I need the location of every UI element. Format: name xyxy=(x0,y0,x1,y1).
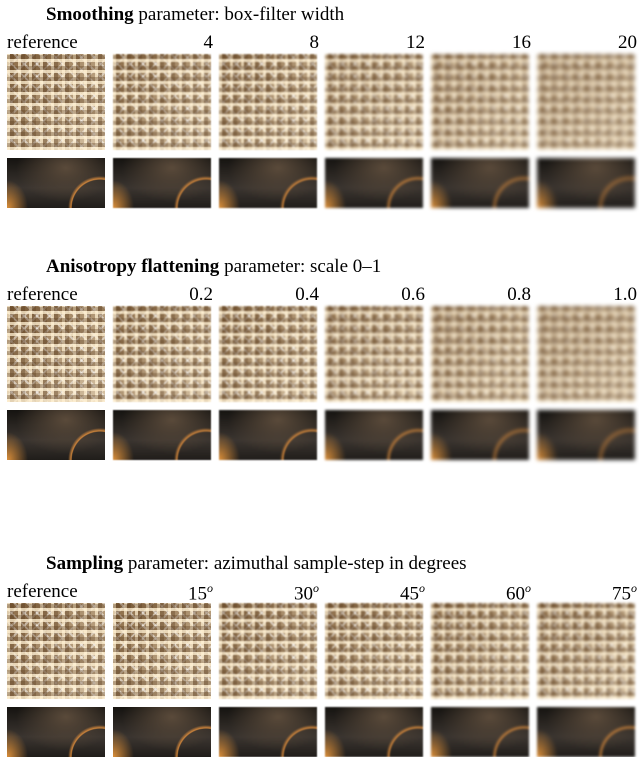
column-label: 1.0 xyxy=(537,284,637,306)
column-label: 60o xyxy=(431,581,531,605)
render-grid-image xyxy=(219,603,317,699)
column-label: reference xyxy=(7,581,107,603)
render-grid-image xyxy=(537,306,635,402)
render-curve-image xyxy=(325,410,423,460)
render-curve-image xyxy=(537,410,635,460)
section-title-bold: Sampling xyxy=(46,553,124,574)
section-title-bold: Anisotropy flattening xyxy=(46,256,220,277)
column-label-superscript: o xyxy=(419,581,425,595)
column-label: 30o xyxy=(219,581,319,605)
column-label-text: reference xyxy=(7,284,78,305)
column-label: 8 xyxy=(219,32,320,54)
section-title: Anisotropy flattening parameter: scale 0… xyxy=(46,256,381,278)
column-label-text: 0.8 xyxy=(507,284,531,305)
render-curve-image xyxy=(431,410,529,460)
column-label-text: 8 xyxy=(309,32,320,53)
render-grid-image xyxy=(7,306,105,402)
column-label: 75o xyxy=(537,581,637,605)
column-label-text: 0.2 xyxy=(189,284,213,305)
column-label-text: 1.0 xyxy=(613,284,637,305)
column-label-text: 0.4 xyxy=(295,284,319,305)
render-curve-image xyxy=(113,410,211,460)
column-label-text: 15 xyxy=(188,583,207,605)
column-label-text: 60 xyxy=(506,583,525,605)
render-grid-image xyxy=(113,603,211,699)
render-grid-image xyxy=(219,306,317,402)
section-title-rest: parameter: azimuthal sample-step in degr… xyxy=(127,553,467,574)
column-label-text: 16 xyxy=(512,32,531,53)
render-curve-image xyxy=(537,707,635,757)
render-curve-image xyxy=(113,158,211,208)
column-label: reference xyxy=(7,284,107,306)
figure: Smoothing parameter: box-filter width ref… xyxy=(7,4,637,757)
render-curve-image xyxy=(431,158,529,208)
column-label-text: reference xyxy=(7,32,78,53)
column-label-text: 20 xyxy=(618,32,637,53)
render-grid-image xyxy=(537,54,635,150)
render-grid-image xyxy=(113,54,211,150)
render-grid-image xyxy=(431,54,529,150)
render-curve-image xyxy=(325,158,423,208)
render-grid-image xyxy=(325,54,423,150)
render-grid-image xyxy=(219,54,317,150)
render-grid-image xyxy=(431,306,529,402)
section-title: Smoothing parameter: box-filter width xyxy=(46,4,344,26)
render-grid-image xyxy=(431,603,529,699)
column-label-superscript: o xyxy=(207,581,213,595)
column-label: 20 xyxy=(537,32,637,54)
column-label: 15o xyxy=(113,581,213,605)
column-label: 0.4 xyxy=(219,284,319,306)
column-label: 0.2 xyxy=(113,284,213,306)
column-label-text: 30 xyxy=(294,583,313,605)
render-curve-image xyxy=(219,410,317,460)
column-label: 16 xyxy=(431,32,531,54)
render-curve-image xyxy=(113,707,211,757)
column-label-text: 4 xyxy=(203,32,214,53)
render-grid-image xyxy=(325,306,423,402)
column-label: 4 xyxy=(113,32,214,54)
column-label-superscript: o xyxy=(525,581,531,595)
column-label: 12 xyxy=(325,32,425,54)
column-label-superscript: o xyxy=(313,581,319,595)
render-curve-image xyxy=(537,158,635,208)
column-label-text: 45 xyxy=(400,583,419,605)
render-curve-image xyxy=(219,158,317,208)
render-curve-image xyxy=(7,158,105,208)
render-curve-image xyxy=(431,707,529,757)
column-label-superscript: o xyxy=(631,581,637,595)
column-label: reference xyxy=(7,32,107,54)
column-label-text: reference xyxy=(7,581,78,602)
section-title-bold: Smoothing xyxy=(46,4,134,25)
column-label: 0.8 xyxy=(431,284,531,306)
column-label: 0.6 xyxy=(325,284,425,306)
render-curve-image xyxy=(7,410,105,460)
section-title: Sampling parameter: azimuthal sample-ste… xyxy=(46,553,467,575)
column-label-text: 0.6 xyxy=(401,284,425,305)
render-grid-image xyxy=(7,603,105,699)
section-title-rest: parameter: scale 0–1 xyxy=(224,256,382,277)
render-grid-image xyxy=(113,306,211,402)
render-grid-image xyxy=(7,54,105,150)
column-label: 45o xyxy=(325,581,425,605)
render-grid-image xyxy=(537,603,635,699)
render-curve-image xyxy=(7,707,105,757)
render-curve-image xyxy=(219,707,317,757)
column-label-text: 75 xyxy=(612,583,631,605)
column-label-text: 12 xyxy=(406,32,425,53)
section-title-rest: parameter: box-filter width xyxy=(138,4,345,25)
render-grid-image xyxy=(325,603,423,699)
render-curve-image xyxy=(325,707,423,757)
